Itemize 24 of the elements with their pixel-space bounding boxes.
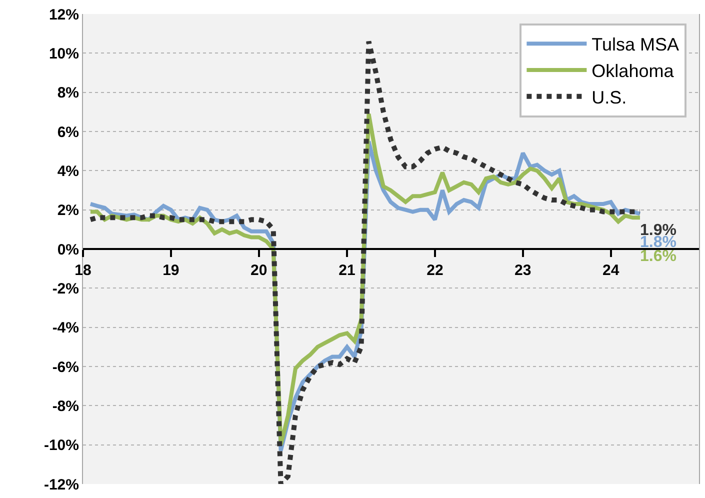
x-tick-label: 24 — [602, 262, 620, 279]
x-tick-label: 18 — [74, 262, 92, 279]
x-tick-label: 23 — [514, 262, 532, 279]
y-tick-label: 6% — [57, 124, 79, 141]
y-tick-label: 4% — [57, 162, 79, 180]
y-tick-label: -8% — [52, 398, 79, 415]
x-tick-label: 20 — [250, 262, 268, 279]
y-tick-label: 8% — [57, 84, 79, 102]
legend-label: Tulsa MSA — [592, 34, 680, 55]
y-tick-label: -2% — [52, 280, 79, 298]
x-tick-label: 19 — [162, 262, 180, 279]
y-tick-label: -12% — [44, 476, 79, 494]
y-tick-label: -6% — [52, 358, 79, 376]
legend-label: Oklahoma — [592, 61, 675, 82]
y-tick-label: -10% — [44, 437, 79, 454]
y-tick-label: -4% — [52, 320, 79, 337]
x-tick-label: 21 — [338, 262, 356, 279]
y-tick-label: 2% — [57, 202, 79, 220]
legend-label: U.S. — [592, 87, 627, 108]
y-tick-label: 10% — [48, 45, 79, 62]
y-tick-label: 0% — [57, 241, 79, 258]
x-tick-label: 22 — [426, 262, 444, 279]
annotation: 1.6% — [640, 248, 676, 265]
y-tick-label: 12% — [48, 6, 79, 24]
